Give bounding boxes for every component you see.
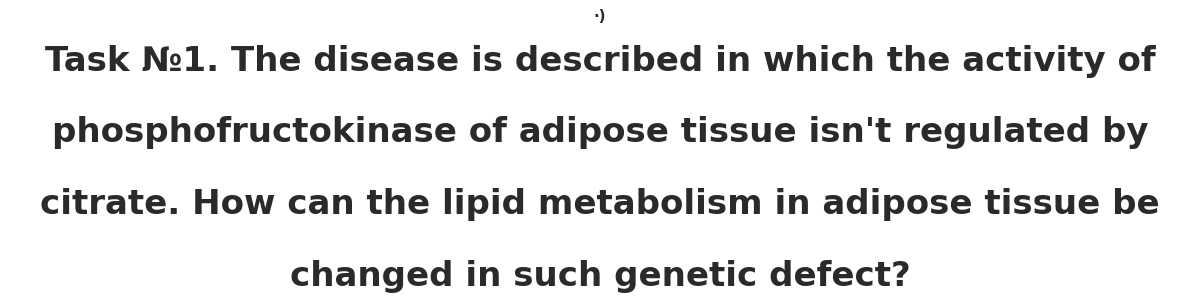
Text: Task №1. The disease is described in which the activity of: Task №1. The disease is described in whi… — [44, 45, 1156, 77]
Text: ·): ·) — [594, 9, 606, 24]
Text: phosphofructokinase of adipose tissue isn't regulated by: phosphofructokinase of adipose tissue is… — [52, 116, 1148, 149]
Text: citrate. How can the lipid metabolism in adipose tissue be: citrate. How can the lipid metabolism in… — [40, 188, 1160, 221]
Text: changed in such genetic defect?: changed in such genetic defect? — [289, 260, 911, 292]
